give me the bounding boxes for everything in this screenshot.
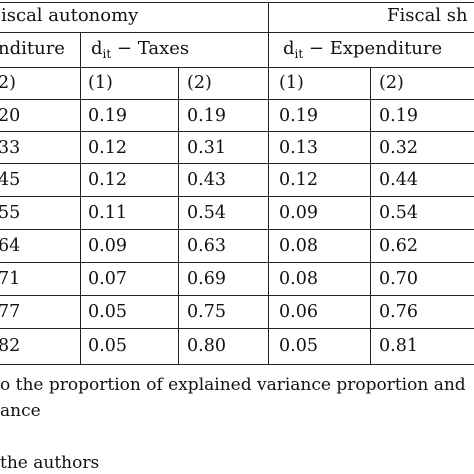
table-cell: 0.31 xyxy=(187,138,226,158)
table-rule xyxy=(0,32,474,33)
table-cell: 0.62 xyxy=(379,236,418,256)
group-header-fiscal-share: Fiscal sh xyxy=(387,5,468,26)
column-header-taxes-prefix: d xyxy=(91,38,103,59)
table-rule xyxy=(0,295,474,296)
table-cell: 0.08 xyxy=(279,269,318,289)
table-cell: 0.54 xyxy=(379,203,418,223)
table-cell: 55 xyxy=(0,203,21,223)
table-cell: 0.19 xyxy=(187,106,226,126)
column-rule xyxy=(370,67,371,364)
table-cell: 0.63 xyxy=(187,236,226,256)
table-cell: 0.54 xyxy=(187,203,226,223)
table-cell: 0.09 xyxy=(88,236,127,256)
table-cell: 0.12 xyxy=(88,170,127,190)
table-cell: 0.12 xyxy=(279,170,318,190)
table-cell: 0.43 xyxy=(187,170,226,190)
column-number: (1) xyxy=(279,73,304,93)
column-header-expenditure-partial: nditure xyxy=(0,38,65,59)
group-header-fiscal-autonomy: iscal autonomy xyxy=(1,5,139,26)
table-rule xyxy=(0,163,474,164)
table-cell: 0.05 xyxy=(279,336,318,356)
table-cell: 0.08 xyxy=(279,236,318,256)
column-number: (1) xyxy=(88,73,113,93)
table-cell: 0.06 xyxy=(279,302,318,322)
table-cell: 20 xyxy=(0,106,21,126)
table-cell: 0.76 xyxy=(379,302,418,322)
table-cell: 45 xyxy=(0,170,21,190)
table-cell: 0.19 xyxy=(88,106,127,126)
table-cell: 0.69 xyxy=(187,269,226,289)
table-cell: 0.80 xyxy=(187,336,226,356)
table-rule xyxy=(0,196,474,197)
table-cell: 0.32 xyxy=(379,138,418,158)
table-rule xyxy=(0,364,474,365)
table-cell: 0.05 xyxy=(88,336,127,356)
table-cell: 77 xyxy=(0,302,21,322)
table-rule xyxy=(0,229,474,230)
table-cell: 0.12 xyxy=(88,138,127,158)
table-rule xyxy=(0,262,474,263)
table-note-line: o the proportion of explained variance p… xyxy=(0,375,466,395)
table-rule xyxy=(0,67,474,68)
table-cell: 0.70 xyxy=(379,269,418,289)
table-cell: 0.09 xyxy=(279,203,318,223)
table-rule xyxy=(0,99,474,100)
table-cell: 64 xyxy=(0,236,21,256)
column-header-expenditure-prefix: d xyxy=(283,38,295,59)
table-cell: 82 xyxy=(0,336,21,356)
table-note-line: ance xyxy=(0,401,41,421)
table-rule xyxy=(0,131,474,132)
table-source: the authors xyxy=(0,453,100,473)
table-cell: 0.13 xyxy=(279,138,318,158)
column-rule xyxy=(80,32,81,364)
column-number: (2) xyxy=(379,73,404,93)
column-header-expenditure-suffix: − Expenditure xyxy=(303,38,443,59)
table-cell: 33 xyxy=(0,138,21,158)
table-cell: 0.19 xyxy=(379,106,418,126)
column-header-expenditure-subscript: it xyxy=(294,47,304,61)
table-cell: 0.11 xyxy=(88,203,127,223)
column-rule xyxy=(268,2,269,364)
column-number: (2) xyxy=(187,73,212,93)
table-rule xyxy=(0,2,474,3)
column-header-expenditure: dit − Expenditure xyxy=(283,33,442,65)
column-header-taxes-suffix: − Taxes xyxy=(111,38,190,59)
table-rule xyxy=(0,328,474,329)
table-cell: 0.07 xyxy=(88,269,127,289)
column-header-taxes: dit − Taxes xyxy=(91,33,189,65)
table-cell: 0.05 xyxy=(88,302,127,322)
column-header-taxes-subscript: it xyxy=(102,47,112,61)
table-cell: 0.19 xyxy=(279,106,318,126)
table-cell: 71 xyxy=(0,269,21,289)
column-number: 2) xyxy=(0,73,16,93)
table-cell: 0.75 xyxy=(187,302,226,322)
table-cell: 0.44 xyxy=(379,170,418,190)
table-cell: 0.81 xyxy=(379,336,418,356)
column-rule xyxy=(178,67,179,364)
